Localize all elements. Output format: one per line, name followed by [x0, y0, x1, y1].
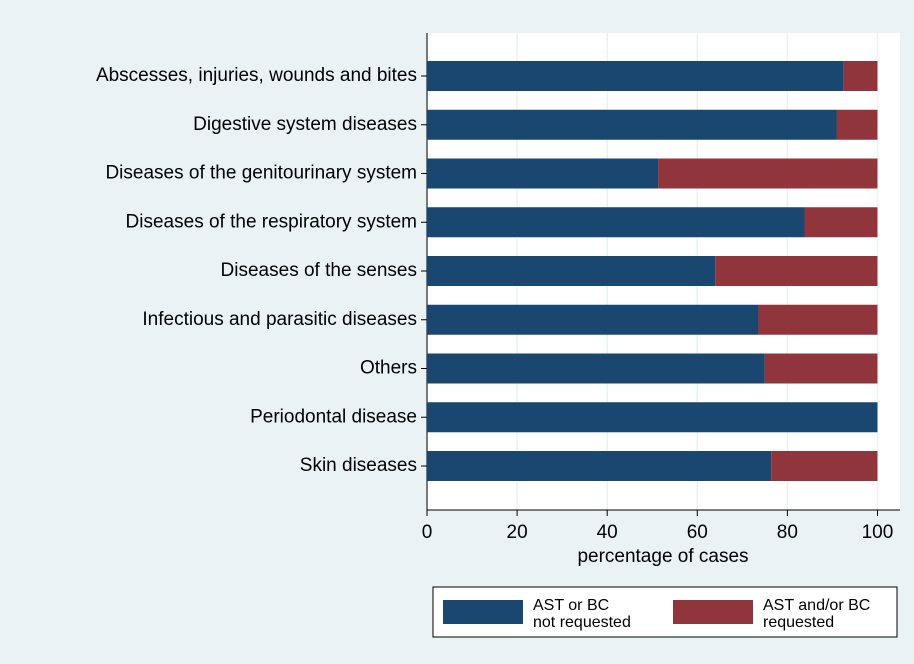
x-tick-label: 60 [687, 522, 708, 543]
bar-segment [427, 61, 844, 91]
bar-segment [764, 353, 878, 384]
bar-segment [427, 158, 659, 189]
bar-segment [427, 402, 878, 433]
bar-segment [427, 207, 805, 238]
y-tick-label: Skin diseases [300, 455, 417, 476]
legend-label: AST or BC not requested [533, 597, 631, 631]
bar-segment [658, 158, 878, 189]
bar-segment [427, 304, 759, 335]
bar-segment [427, 451, 772, 481]
y-tick-label: Periodontal disease [250, 406, 417, 427]
bar-segment [427, 353, 765, 384]
y-tick-label: Abscesses, injuries, wounds and bites [96, 65, 417, 86]
x-tick-label: 100 [862, 522, 894, 543]
bar-segment [427, 256, 716, 286]
y-tick-label: Digestive system diseases [193, 114, 417, 135]
x-tick-label: 0 [422, 522, 433, 543]
y-tick-label: Infectious and parasitic diseases [142, 309, 417, 330]
y-tick-label: Diseases of the genitourinary system [105, 163, 417, 184]
legend-swatch [443, 600, 523, 624]
legend-swatch [673, 600, 753, 624]
bar-segment [771, 451, 878, 481]
y-tick-label: Diseases of the respiratory system [126, 211, 417, 232]
bar-segment [843, 61, 878, 91]
bar-segment [715, 256, 878, 286]
legend-label: AST and/or BC requested [763, 597, 870, 631]
x-tick-label: 40 [597, 522, 618, 543]
bar-segment [804, 207, 878, 238]
x-tick-label: 20 [507, 522, 528, 543]
x-tick-label: 80 [777, 522, 798, 543]
y-tick-label: Others [360, 358, 417, 379]
bar-segment [836, 109, 878, 140]
y-tick-label: Diseases of the senses [221, 260, 417, 281]
bar-segment [427, 109, 837, 140]
bar-segment [758, 304, 878, 335]
x-axis-label: percentage of cases [577, 546, 748, 567]
